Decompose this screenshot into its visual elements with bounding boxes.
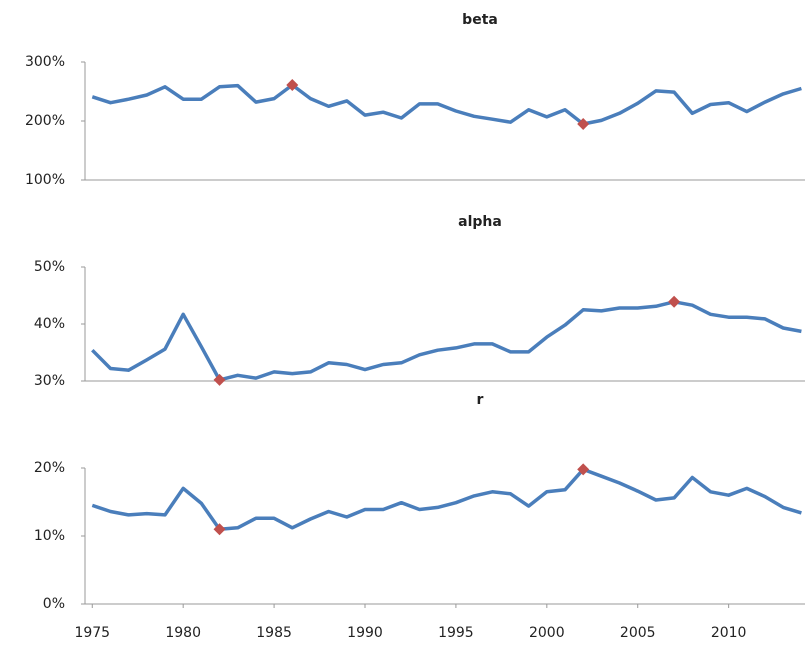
y-tick-label: 20% bbox=[34, 460, 65, 476]
x-tick-label: 2000 bbox=[529, 625, 565, 641]
y-tick-label: 50% bbox=[34, 259, 65, 275]
x-tick-label: 1975 bbox=[74, 625, 110, 641]
x-tick-label: 1995 bbox=[438, 625, 474, 641]
highlight-marker bbox=[213, 373, 226, 386]
y-tick-label: 40% bbox=[34, 316, 65, 332]
y-tick-label: 0% bbox=[43, 596, 65, 612]
y-tick-label: 30% bbox=[34, 373, 65, 389]
y-tick-label: 200% bbox=[25, 113, 65, 129]
data-line bbox=[91, 83, 802, 126]
highlight-marker bbox=[213, 523, 226, 536]
x-tick-label: 1985 bbox=[256, 625, 292, 641]
y-tick-label: 300% bbox=[25, 54, 65, 70]
x-tick-label: 1990 bbox=[347, 625, 383, 641]
highlight-marker bbox=[286, 79, 299, 92]
chart-title: beta bbox=[462, 12, 498, 28]
data-line bbox=[91, 467, 802, 531]
y-tick-label: 10% bbox=[34, 528, 65, 544]
highlight-marker bbox=[577, 117, 590, 130]
chart-title: alpha bbox=[458, 214, 502, 230]
data-line bbox=[91, 300, 802, 382]
x-tick-label: 2005 bbox=[620, 625, 656, 641]
x-tick-label: 2010 bbox=[711, 625, 747, 641]
highlight-marker bbox=[577, 463, 590, 476]
y-tick-label: 100% bbox=[25, 172, 65, 188]
chart-title: r bbox=[477, 392, 484, 408]
highlight-marker bbox=[668, 295, 681, 308]
x-tick-label: 1980 bbox=[165, 625, 201, 641]
